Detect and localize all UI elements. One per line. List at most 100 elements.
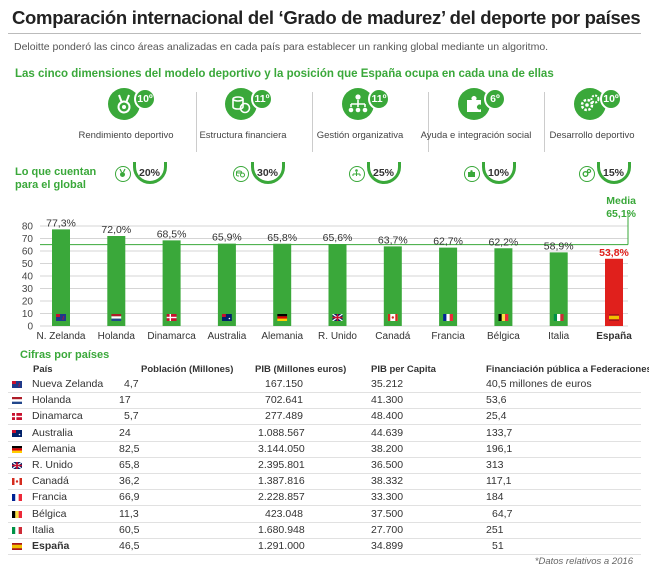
weight-arc bbox=[367, 162, 401, 184]
table-header: País bbox=[33, 364, 53, 375]
data-label: 58,9% bbox=[544, 240, 574, 252]
cell-fin: 51 bbox=[492, 540, 504, 552]
medal-icon bbox=[115, 166, 131, 182]
cell-fin: 64,7 bbox=[492, 507, 513, 520]
x-tick-label: Bélgica bbox=[487, 331, 520, 342]
page-title: Comparación internacional del ‘Grado de … bbox=[12, 7, 641, 28]
weight-arc bbox=[597, 162, 631, 184]
flag-fr-icon bbox=[443, 314, 454, 321]
x-tick-label: R. Unido bbox=[318, 331, 357, 342]
row-divider bbox=[8, 554, 641, 555]
cell-fin: 40,5 millones de euros bbox=[486, 378, 592, 390]
coins-icon bbox=[233, 166, 249, 182]
cell-pop: 11,3 bbox=[119, 507, 139, 520]
cell-pop: 65,8 bbox=[119, 459, 140, 471]
table-row: Alemania 82,5 3.144.050 38.200 196,1 bbox=[8, 442, 641, 458]
table-header: PIB per Capita bbox=[371, 364, 436, 375]
divider bbox=[428, 92, 429, 152]
cell-pib: 1.680.948 bbox=[258, 523, 305, 536]
row-divider bbox=[8, 489, 641, 491]
bar bbox=[107, 236, 126, 326]
x-tick-label: Australia bbox=[207, 331, 246, 342]
x-tick-label: Canadá bbox=[375, 331, 410, 342]
flag-it-icon bbox=[553, 314, 564, 321]
x-tick-label: Italia bbox=[548, 331, 570, 342]
cell-pc: 27.700 bbox=[371, 523, 404, 536]
bar bbox=[383, 246, 402, 326]
row-divider bbox=[8, 521, 641, 523]
puzzle-icon bbox=[464, 166, 480, 182]
flag-dk-icon bbox=[12, 413, 22, 421]
cell-pib: 702.641 bbox=[265, 394, 303, 407]
rank-badge: 11º bbox=[368, 88, 390, 110]
cell-fin: 196,1 bbox=[486, 442, 513, 455]
dimension-label: Ayuda e integración social bbox=[420, 130, 532, 141]
cell-pib: 3.144.050 bbox=[258, 442, 305, 455]
row-divider bbox=[8, 537, 641, 539]
flag-de-icon bbox=[12, 445, 22, 453]
cell-pop: 46,5 bbox=[119, 540, 140, 552]
dimension-label: Gestión organizativa bbox=[316, 130, 404, 141]
rank-badge: 10º bbox=[134, 88, 156, 110]
cell-fin: 251 bbox=[486, 523, 504, 536]
row-divider bbox=[8, 392, 641, 393]
table-header: Población (Millones) bbox=[141, 364, 234, 375]
data-label: 62,7% bbox=[433, 236, 463, 248]
y-tick-label: 20 bbox=[22, 297, 34, 308]
flag-gb-icon bbox=[12, 462, 22, 469]
table-row: España 46,5 1.291.000 34.899 51 bbox=[8, 539, 641, 555]
x-tick-label: Francia bbox=[431, 331, 465, 342]
data-label: 65,6% bbox=[323, 232, 353, 244]
divider bbox=[196, 92, 197, 152]
flag-de-icon bbox=[277, 314, 288, 321]
flag-au-icon bbox=[12, 429, 22, 437]
country-name: Canadá bbox=[32, 475, 69, 488]
flag-ca-icon bbox=[387, 314, 398, 321]
flag-nz-icon bbox=[56, 314, 66, 321]
divider bbox=[544, 92, 545, 152]
table-row: Nueva Zelanda 4,7 167.150 35.212 40,5 millon… bbox=[8, 377, 641, 393]
flag-nz-icon bbox=[12, 381, 22, 388]
cell-pc: 38.332 bbox=[371, 475, 404, 488]
cell-fin: 313 bbox=[486, 459, 504, 471]
bar bbox=[52, 229, 70, 326]
coins-icon bbox=[225, 88, 257, 120]
row-divider bbox=[8, 408, 641, 410]
cell-pc: 44.639 bbox=[371, 426, 404, 439]
weight-arc bbox=[251, 162, 285, 184]
cell-pc: 37.500 bbox=[371, 507, 404, 520]
weight-arc bbox=[482, 162, 516, 184]
cell-fin: 53,6 bbox=[486, 394, 507, 407]
data-label: 77,3% bbox=[46, 217, 76, 229]
weight-value: 15% bbox=[603, 167, 625, 179]
x-tick-label: Dinamarca bbox=[147, 331, 196, 342]
dimension-label: Desarrollo deportivo bbox=[549, 130, 635, 141]
x-tick-label: España bbox=[596, 331, 632, 342]
table-row: Dinamarca 5,7 277.489 48.400 25,4 bbox=[8, 409, 641, 426]
x-tick-label: N. Zelanda bbox=[37, 331, 86, 342]
country-name: España bbox=[32, 540, 70, 552]
country-name: Alemania bbox=[32, 442, 76, 455]
flag-be-icon bbox=[12, 510, 22, 518]
table-row: Italia 60,5 1.680.948 27.700 251 bbox=[8, 523, 641, 539]
flag-es-icon bbox=[12, 543, 22, 550]
cell-pop: 24 bbox=[119, 426, 131, 439]
y-tick-label: 0 bbox=[27, 322, 33, 333]
title-divider bbox=[8, 33, 641, 34]
cell-pop: 5,7 bbox=[124, 410, 139, 423]
cell-pop: 60,5 bbox=[119, 523, 140, 536]
x-tick-label: Holanda bbox=[98, 331, 136, 342]
data-label: 53,8% bbox=[599, 247, 629, 259]
y-tick-label: 80 bbox=[22, 222, 34, 233]
table-row: Bélgica 11,3 423.048 37.500 64,7 bbox=[8, 507, 641, 523]
y-tick-label: 50 bbox=[22, 259, 34, 270]
cell-fin: 184 bbox=[486, 491, 504, 504]
bar bbox=[494, 248, 513, 326]
y-tick-label: 60 bbox=[22, 247, 34, 258]
cell-pc: 34.899 bbox=[371, 540, 404, 552]
cell-pop: 17 bbox=[119, 394, 131, 407]
table-row: Canadá 36,2 1.387.816 38.332 117,1 bbox=[8, 474, 641, 491]
dimension-item: 10º Desarrollo deportivo bbox=[536, 88, 649, 162]
country-name: Nueva Zelanda bbox=[32, 378, 104, 390]
bar bbox=[217, 243, 236, 326]
